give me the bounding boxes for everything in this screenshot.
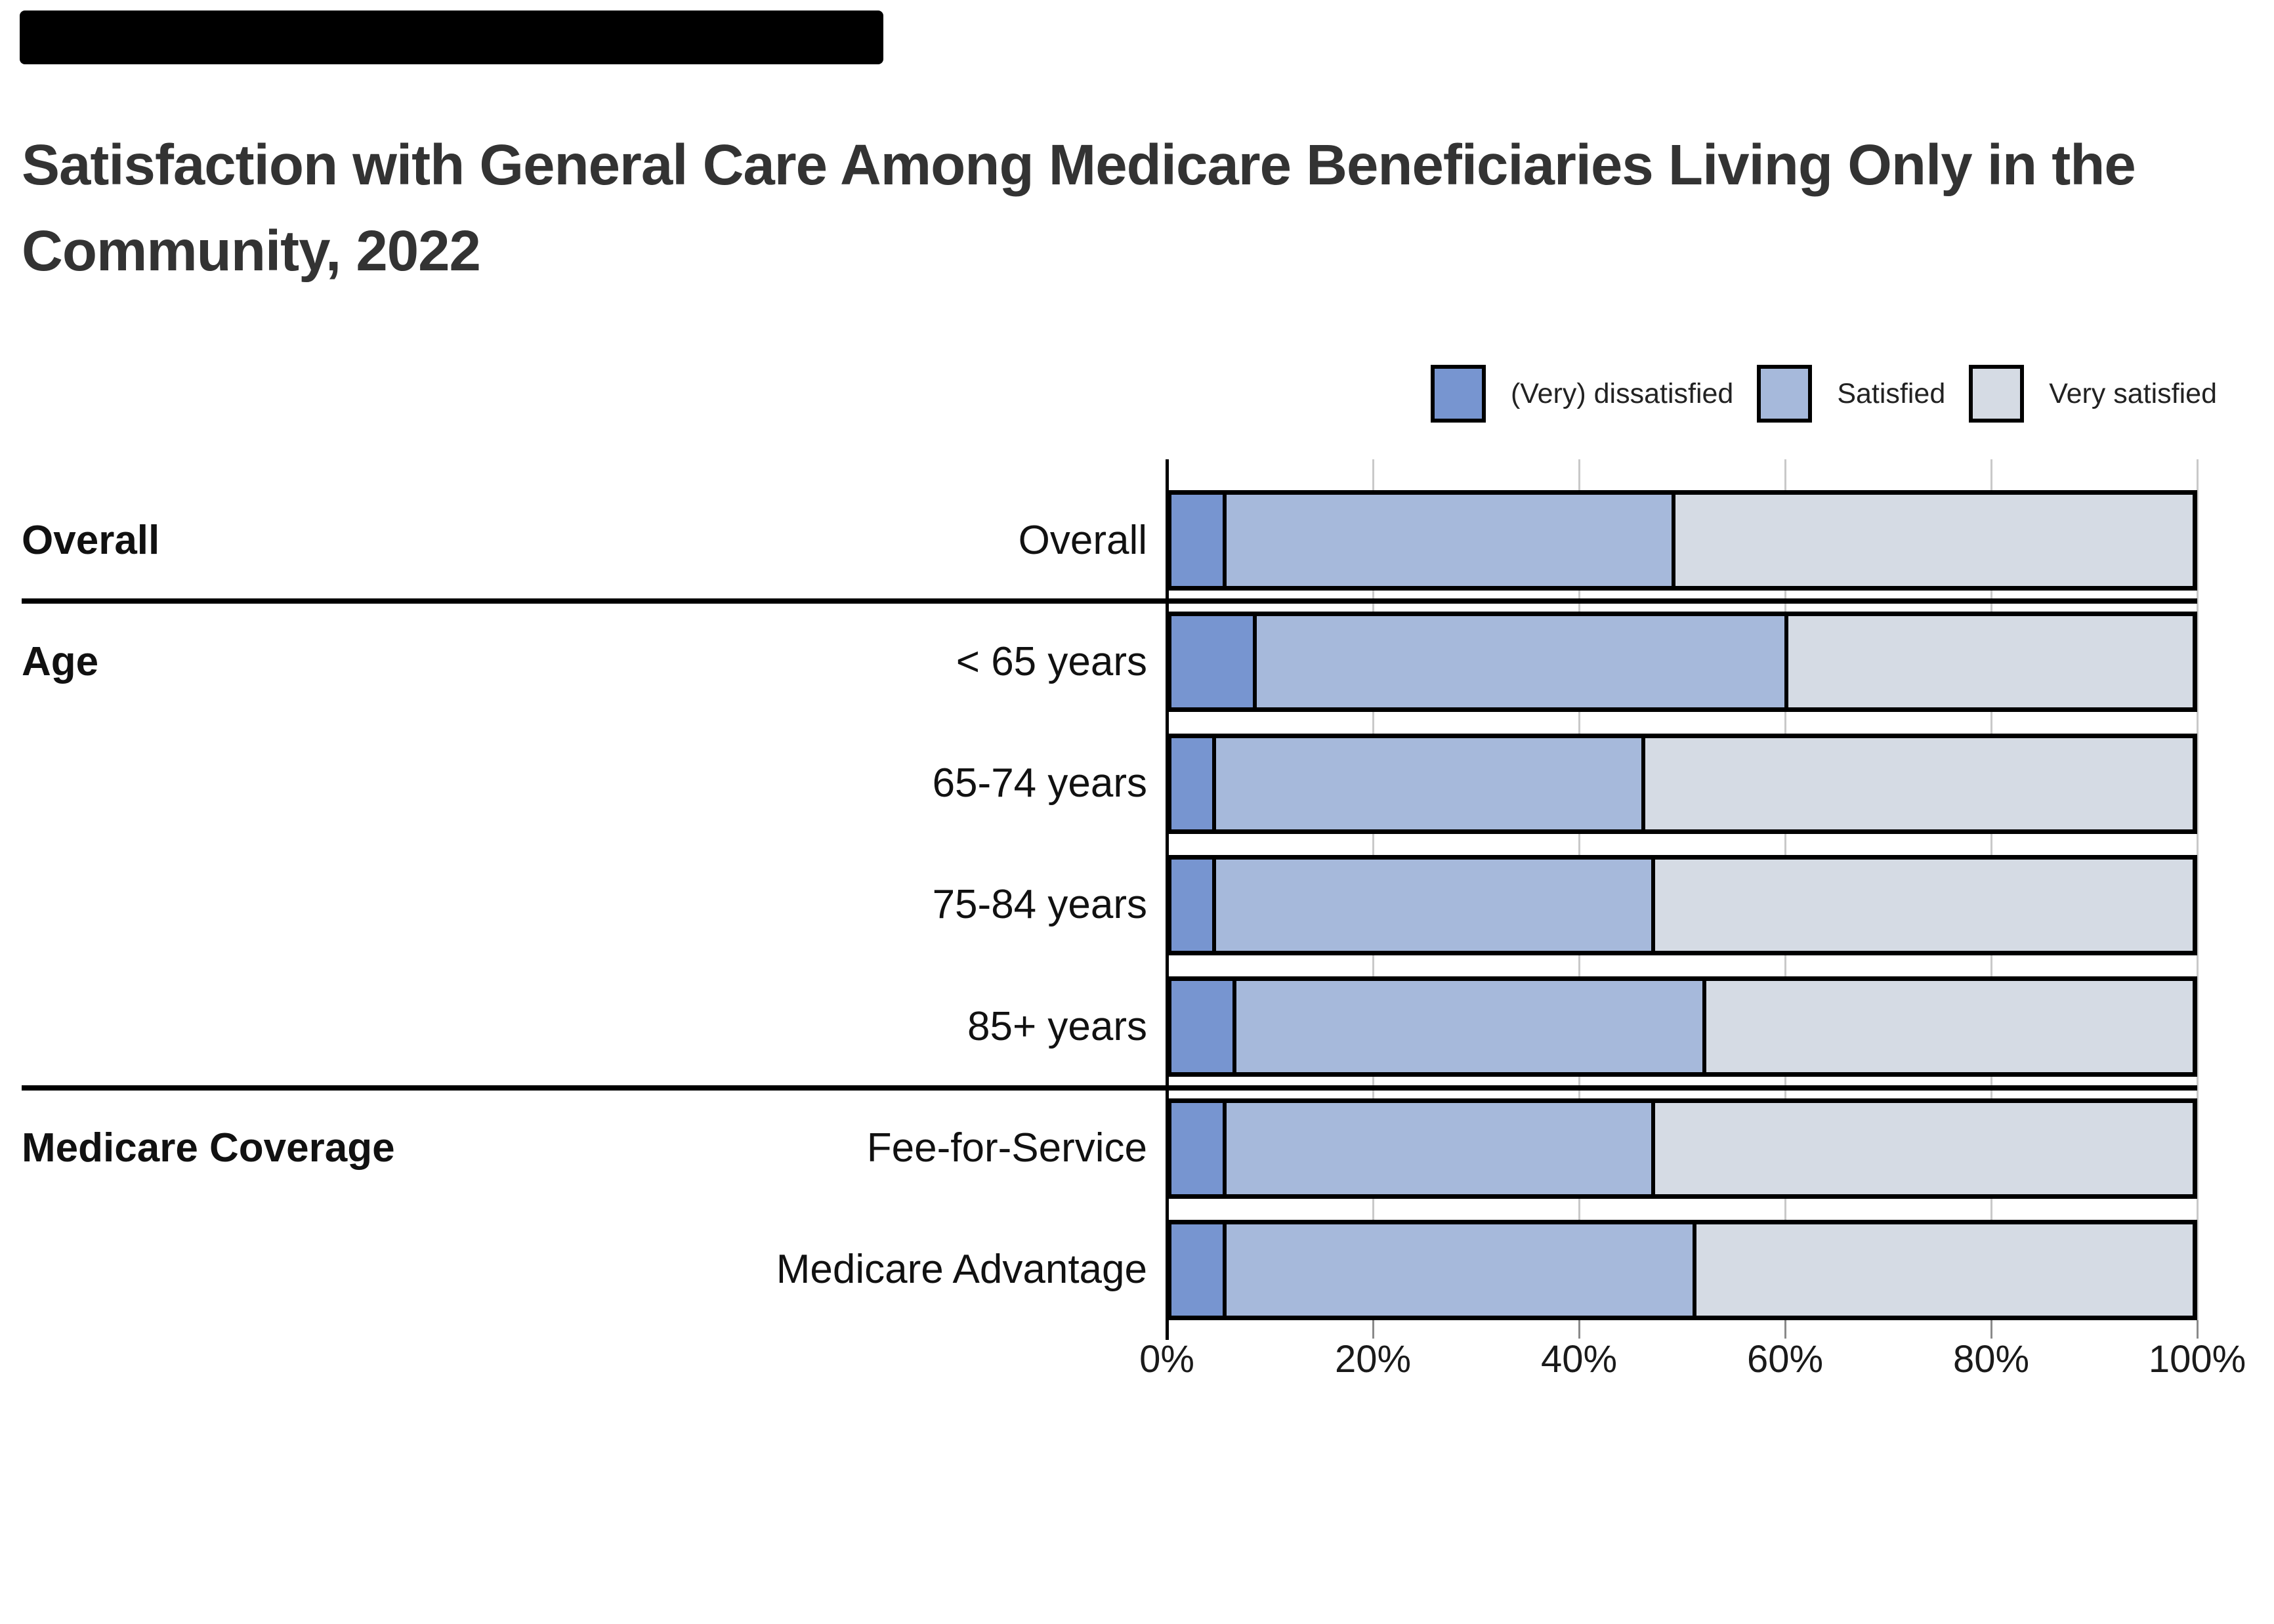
row-label: 65-74 years (932, 760, 1147, 806)
bar-segment (1702, 981, 2193, 1073)
gridline (2196, 459, 2199, 1320)
legend-label: (Very) dissatisfied (1510, 377, 1734, 409)
bar-segment (1171, 1224, 1223, 1316)
row-label: < 65 years (956, 638, 1147, 684)
section-separator (22, 1085, 2197, 1091)
bar-segment (1641, 738, 2193, 829)
row-label: Fee-for-Service (866, 1125, 1147, 1171)
legend-swatch (1430, 365, 1486, 423)
bar-segment (1222, 495, 1672, 586)
group-label: Overall (22, 517, 160, 563)
section-separator (22, 598, 2197, 604)
axis-tick-label: 60% (1746, 1338, 1824, 1381)
bar-segment (1171, 859, 1213, 951)
bar-segment (1651, 1102, 2193, 1194)
chart-title-line2: Community, 2022 (22, 219, 481, 283)
row-label: 75-84 years (932, 882, 1147, 928)
chart-title-line1: Satisfaction with General Care Among Med… (22, 133, 2136, 197)
group-label: Age (22, 638, 99, 684)
bar-segment (1212, 738, 1641, 829)
legend-item: Satisfied (1757, 365, 1945, 423)
row-label: 85+ years (967, 1003, 1147, 1049)
bar-segment (1784, 616, 2193, 708)
bar-row (1167, 854, 2197, 955)
group-label: Medicare Coverage (22, 1125, 395, 1171)
bar-segment (1171, 616, 1253, 708)
bar-row (1167, 1219, 2197, 1320)
legend-item: (Very) dissatisfied (1430, 365, 1734, 423)
legend-label: Very satisfied (2049, 377, 2217, 409)
axis-tick (1578, 1320, 1580, 1339)
bar-segment (1212, 859, 1652, 951)
legend-item: Very satisfied (1969, 365, 2217, 423)
bar-row (1167, 490, 2197, 591)
row-label: Medicare Advantage (776, 1247, 1147, 1293)
legend-label: Satisfied (1837, 377, 1946, 409)
bar-row (1167, 976, 2197, 1077)
axis-tick (1784, 1320, 1786, 1339)
bar-segment (1692, 1224, 2193, 1316)
bar-segment (1253, 616, 1784, 708)
legend-swatch (1757, 365, 1813, 423)
axis-tick (1165, 1320, 1169, 1340)
axis-tick-label: 0% (1139, 1338, 1194, 1381)
bar-segment (1222, 1224, 1693, 1316)
bar-segment (1171, 1102, 1223, 1194)
bar-segment (1222, 1102, 1652, 1194)
bar-segment (1232, 981, 1703, 1073)
bar-row (1167, 733, 2197, 834)
axis-tick (1990, 1320, 1992, 1339)
chart-title: Satisfaction with General Care Among Med… (22, 122, 2253, 294)
bar-segment (1651, 859, 2193, 951)
bar-row (1167, 612, 2197, 713)
bar-segment (1171, 738, 1213, 829)
top-banner (20, 10, 883, 64)
axis-tick (1372, 1320, 1374, 1339)
bar-segment (1171, 981, 1233, 1073)
axis-tick-label: 40% (1540, 1338, 1618, 1381)
row-label: Overall (1018, 517, 1147, 563)
legend: (Very) dissatisfied Satisfied Very satisfi… (1430, 365, 2217, 423)
bar-segment (1171, 495, 1223, 586)
axis-tick-label: 20% (1334, 1338, 1412, 1381)
bar-row (1167, 1098, 2197, 1199)
axis-tick (2196, 1320, 2199, 1339)
axis-tick-label: 100% (2148, 1338, 2246, 1381)
legend-swatch (1969, 365, 2025, 423)
axis-tick-label: 80% (1952, 1338, 2030, 1381)
bar-segment (1672, 495, 2193, 586)
